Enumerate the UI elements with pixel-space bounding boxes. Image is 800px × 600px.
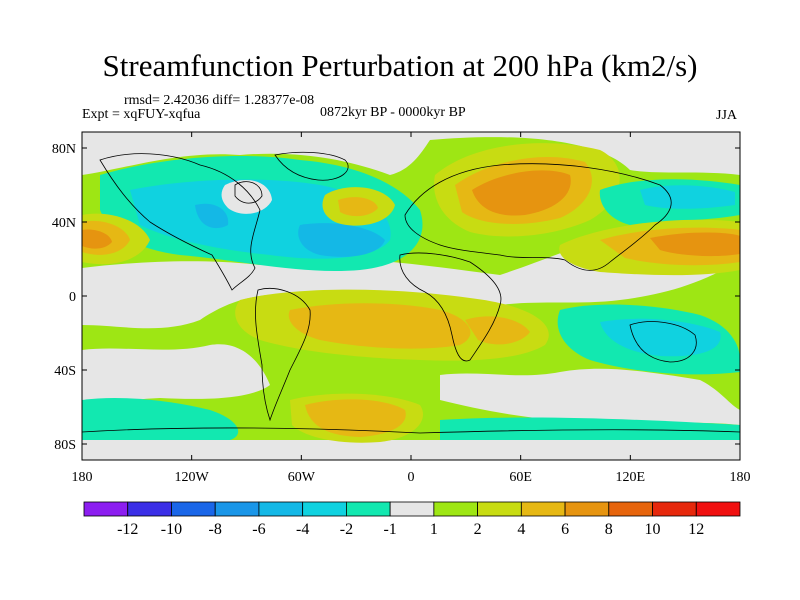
colorbar-label: 12 bbox=[688, 521, 704, 538]
colorbar-label: -2 bbox=[340, 521, 353, 538]
neutral-polar bbox=[82, 440, 740, 460]
colorbar-label: 2 bbox=[474, 521, 482, 538]
experiment-text: Expt = xqFUY-xqfua bbox=[82, 107, 201, 122]
positive-pacific-east-core bbox=[650, 232, 740, 257]
coast-north-america bbox=[99, 153, 261, 291]
lon-tick-label: 60W bbox=[288, 470, 316, 485]
period-text: 0872kyr BP - 0000kyr BP bbox=[320, 105, 466, 120]
coast-hudson-bay bbox=[234, 181, 263, 204]
neutral-north bbox=[82, 132, 740, 175]
season-text: JJA bbox=[716, 108, 738, 123]
stats-text: rmsd= 2.42036 diff= 1.28377e-08 bbox=[124, 93, 315, 108]
colorbar-label: 1 bbox=[430, 521, 438, 538]
colorbar-box bbox=[389, 501, 435, 517]
colorbar-box bbox=[171, 501, 216, 517]
lon-tick-label: 120E bbox=[616, 470, 646, 485]
negative-south-pacific bbox=[82, 398, 239, 440]
positive-atlantic-core bbox=[338, 197, 378, 217]
colorbar-label: -6 bbox=[252, 521, 265, 538]
colorbar-box bbox=[477, 501, 522, 517]
colorbar-box bbox=[608, 501, 653, 517]
neutral-hudson bbox=[221, 180, 272, 214]
lon-tick-label: 120W bbox=[175, 470, 210, 485]
colorbar-box bbox=[214, 501, 260, 517]
positive-africa-core bbox=[465, 316, 530, 345]
colorbar-box bbox=[345, 501, 391, 517]
colorbar-box bbox=[652, 501, 697, 517]
lon-tick-label: 180 bbox=[730, 470, 751, 485]
negative-na-core bbox=[195, 203, 229, 229]
colorbar-box bbox=[302, 501, 347, 517]
lon-tick-label: 180 bbox=[72, 470, 93, 485]
negative-atlantic-core bbox=[298, 223, 385, 257]
colorbar-box bbox=[520, 501, 566, 517]
lat-tick-label: 80S bbox=[54, 438, 76, 453]
coast-africa bbox=[399, 252, 502, 362]
axis-ticks: 80N 40N 0 40S 80S 180 120W 60W 0 60E 120E 180 bbox=[52, 132, 751, 485]
map-title: Streamfunction Perturbation at 200 hPa (… bbox=[102, 48, 698, 83]
lat-tick-label: 40S bbox=[54, 364, 76, 379]
colorbar-box bbox=[695, 501, 741, 517]
lon-tick-label: 60E bbox=[509, 470, 532, 485]
colorbar-label: 4 bbox=[517, 521, 525, 538]
colorbar-label: 10 bbox=[645, 521, 661, 538]
lat-tick-label: 40N bbox=[52, 216, 76, 231]
colorbar-label: -12 bbox=[117, 521, 138, 538]
coast-greenland bbox=[274, 151, 349, 181]
colorbar-label: -8 bbox=[209, 521, 222, 538]
colorbar: -12 -10 -8 -6 -4 -2 -1 1 2 4 6 8 10 12 bbox=[83, 501, 741, 538]
colorbar-label: -10 bbox=[161, 521, 182, 538]
lat-tick-label: 0 bbox=[69, 290, 76, 305]
lat-tick-label: 80N bbox=[52, 142, 76, 157]
contour-field bbox=[82, 132, 740, 460]
colorbar-box bbox=[258, 501, 304, 517]
coastlines bbox=[82, 151, 740, 434]
neutral-south-pacific bbox=[82, 344, 270, 403]
colorbar-box bbox=[564, 501, 610, 517]
positive-pacific-west-core bbox=[82, 229, 112, 249]
positive-southern-ocean-core bbox=[305, 399, 406, 437]
negative-asia-core bbox=[640, 185, 735, 209]
colorbar-label: 8 bbox=[605, 521, 613, 538]
coast-antarctica bbox=[82, 427, 740, 434]
colorbar-label: -1 bbox=[383, 521, 396, 538]
coast-australia bbox=[629, 321, 697, 363]
colorbar-box bbox=[127, 501, 172, 517]
positive-southern-tropics-core bbox=[288, 303, 471, 349]
colorbar-box bbox=[83, 501, 129, 517]
lon-tick-label: 0 bbox=[408, 470, 415, 485]
colorbar-label: -4 bbox=[296, 521, 309, 538]
colorbar-box bbox=[433, 501, 479, 517]
colorbar-label: 6 bbox=[561, 521, 569, 538]
positive-eurasia-core bbox=[472, 170, 571, 216]
neutral-south-indian bbox=[440, 368, 740, 425]
negative-indian-core bbox=[600, 318, 721, 357]
coast-south-america bbox=[255, 288, 311, 422]
coast-eurasia bbox=[404, 163, 672, 271]
negative-antarctic bbox=[440, 417, 740, 440]
